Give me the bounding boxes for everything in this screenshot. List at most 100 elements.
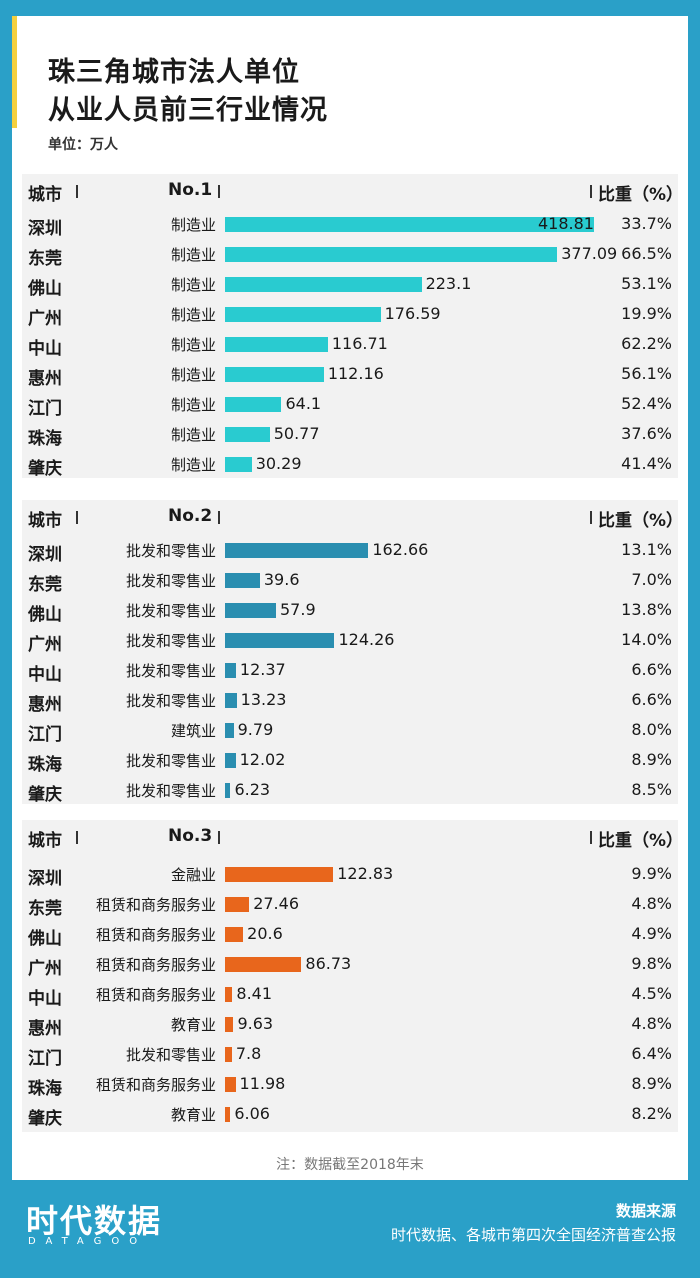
header-city: 城市	[28, 185, 62, 205]
share-label: 6.6%	[631, 660, 672, 679]
data-row: 佛山 租赁和商务服务业 20.6 4.9%	[22, 920, 678, 950]
city-label: 肇庆	[28, 785, 62, 805]
city-label: 佛山	[28, 605, 62, 625]
city-label: 珠海	[28, 429, 62, 449]
header-separator	[76, 511, 78, 524]
data-row: 中山 制造业 116.71 62.2%	[22, 330, 678, 360]
value-label: 64.1	[285, 394, 322, 413]
data-row: 惠州 批发和零售业 13.23 6.6%	[22, 686, 678, 716]
value-bar	[225, 663, 236, 678]
industry-label: 租赁和商务服务业	[95, 1076, 216, 1094]
value-label: 50.77	[273, 424, 320, 443]
value-bar	[225, 367, 324, 382]
data-row: 广州 租赁和商务服务业 86.73 9.8%	[22, 950, 678, 980]
header-share: 比重（%）	[598, 185, 684, 205]
industry-label: 租赁和商务服务业	[95, 956, 216, 974]
city-label: 惠州	[28, 1019, 62, 1039]
industry-label: 制造业	[170, 216, 216, 234]
share-label: 62.2%	[621, 334, 672, 353]
data-row: 东莞 租赁和商务服务业 27.46 4.8%	[22, 890, 678, 920]
data-row: 肇庆 制造业 30.29 41.4%	[22, 450, 678, 480]
share-label: 9.9%	[631, 864, 672, 883]
industry-label: 制造业	[170, 396, 216, 414]
industry-label: 制造业	[170, 246, 216, 264]
share-label: 56.1%	[621, 364, 672, 383]
city-label: 中山	[28, 339, 62, 359]
data-row: 惠州 教育业 9.63 4.8%	[22, 1010, 678, 1040]
data-row: 江门 批发和零售业 7.8 6.4%	[22, 1040, 678, 1070]
value-label: 9.63	[237, 1014, 274, 1033]
city-label: 深圳	[28, 545, 62, 565]
share-label: 4.8%	[631, 1014, 672, 1033]
value-label: 6.06	[234, 1104, 270, 1123]
header-separator	[218, 185, 220, 198]
header-share: 比重（%）	[598, 511, 684, 531]
unit-label: 单位：万人	[48, 137, 118, 153]
value-label: 8.41	[236, 984, 273, 1003]
header-separator	[218, 511, 220, 524]
value-bar	[225, 247, 558, 262]
value-bar	[225, 633, 335, 648]
industry-label: 金融业	[170, 866, 216, 884]
data-row: 肇庆 批发和零售业 6.23 8.5%	[22, 776, 678, 806]
share-label: 13.8%	[621, 600, 672, 619]
value-label: 27.46	[253, 894, 299, 913]
industry-label: 制造业	[170, 276, 216, 294]
industry-label: 批发和零售业	[125, 1046, 216, 1064]
value-label: 223.1	[425, 274, 472, 293]
value-bar	[225, 693, 237, 708]
city-label: 肇庆	[28, 1109, 62, 1129]
header-separator	[218, 831, 220, 844]
industry-label: 批发和零售业	[125, 572, 216, 590]
city-label: 珠海	[28, 1079, 62, 1099]
value-label: 30.29	[255, 454, 302, 473]
data-row: 佛山 批发和零售业 57.9 13.8%	[22, 596, 678, 626]
industry-label: 租赁和商务服务业	[95, 926, 216, 944]
industry-label: 建筑业	[170, 722, 216, 740]
panel-header: 城市 No.1 比重（%）	[22, 174, 684, 206]
data-row: 深圳 金融业 122.83 9.9%	[22, 860, 678, 890]
share-label: 41.4%	[621, 454, 672, 473]
value-label: 6.23	[234, 780, 271, 799]
city-label: 惠州	[28, 695, 62, 715]
accent-stripe	[12, 16, 17, 128]
value-label: 122.83	[337, 864, 394, 883]
header-separator	[76, 185, 78, 198]
value-bar	[225, 927, 244, 942]
value-bar	[225, 1107, 231, 1122]
city-label: 中山	[28, 989, 62, 1009]
brand-logo-subtitle: DATAGOO	[28, 1236, 148, 1247]
header-separator	[76, 831, 78, 844]
value-bar	[225, 1047, 232, 1062]
data-row: 东莞 批发和零售业 39.6 7.0%	[22, 566, 678, 596]
panel-header: 城市 No.2 比重（%）	[22, 500, 684, 532]
industry-label: 教育业	[170, 1016, 216, 1034]
data-row: 东莞 制造业 377.09 66.5%	[22, 240, 678, 270]
city-label: 佛山	[28, 279, 62, 299]
data-row: 深圳 制造业 418.81 33.7%	[22, 210, 678, 240]
industry-label: 批发和零售业	[125, 692, 216, 710]
value-label: 7.8	[235, 1044, 262, 1063]
data-row: 惠州 制造业 112.16 56.1%	[22, 360, 678, 390]
share-label: 4.9%	[631, 924, 672, 943]
header-city: 城市	[28, 511, 62, 531]
value-label: 116.71	[331, 334, 388, 353]
industry-label: 批发和零售业	[125, 632, 216, 650]
city-label: 广州	[28, 959, 62, 979]
value-label: 86.73	[305, 954, 352, 973]
share-label: 4.5%	[631, 984, 672, 1003]
value-label: 11.98	[239, 1074, 286, 1093]
value-label: 377.09	[561, 244, 618, 263]
header-rank: No.2	[168, 506, 213, 526]
industry-label: 租赁和商务服务业	[95, 986, 216, 1004]
share-label: 53.1%	[621, 274, 672, 293]
panel-header: 城市 No.3 比重（%）	[22, 820, 683, 852]
city-label: 江门	[28, 725, 62, 745]
industry-label: 制造业	[170, 426, 216, 444]
value-bar	[225, 573, 260, 588]
city-label: 深圳	[28, 869, 62, 889]
industry-label: 批发和零售业	[125, 752, 216, 770]
industry-label: 批发和零售业	[125, 602, 216, 620]
value-bar	[225, 867, 334, 882]
title-line-1: 珠三角城市法人单位	[48, 57, 300, 88]
